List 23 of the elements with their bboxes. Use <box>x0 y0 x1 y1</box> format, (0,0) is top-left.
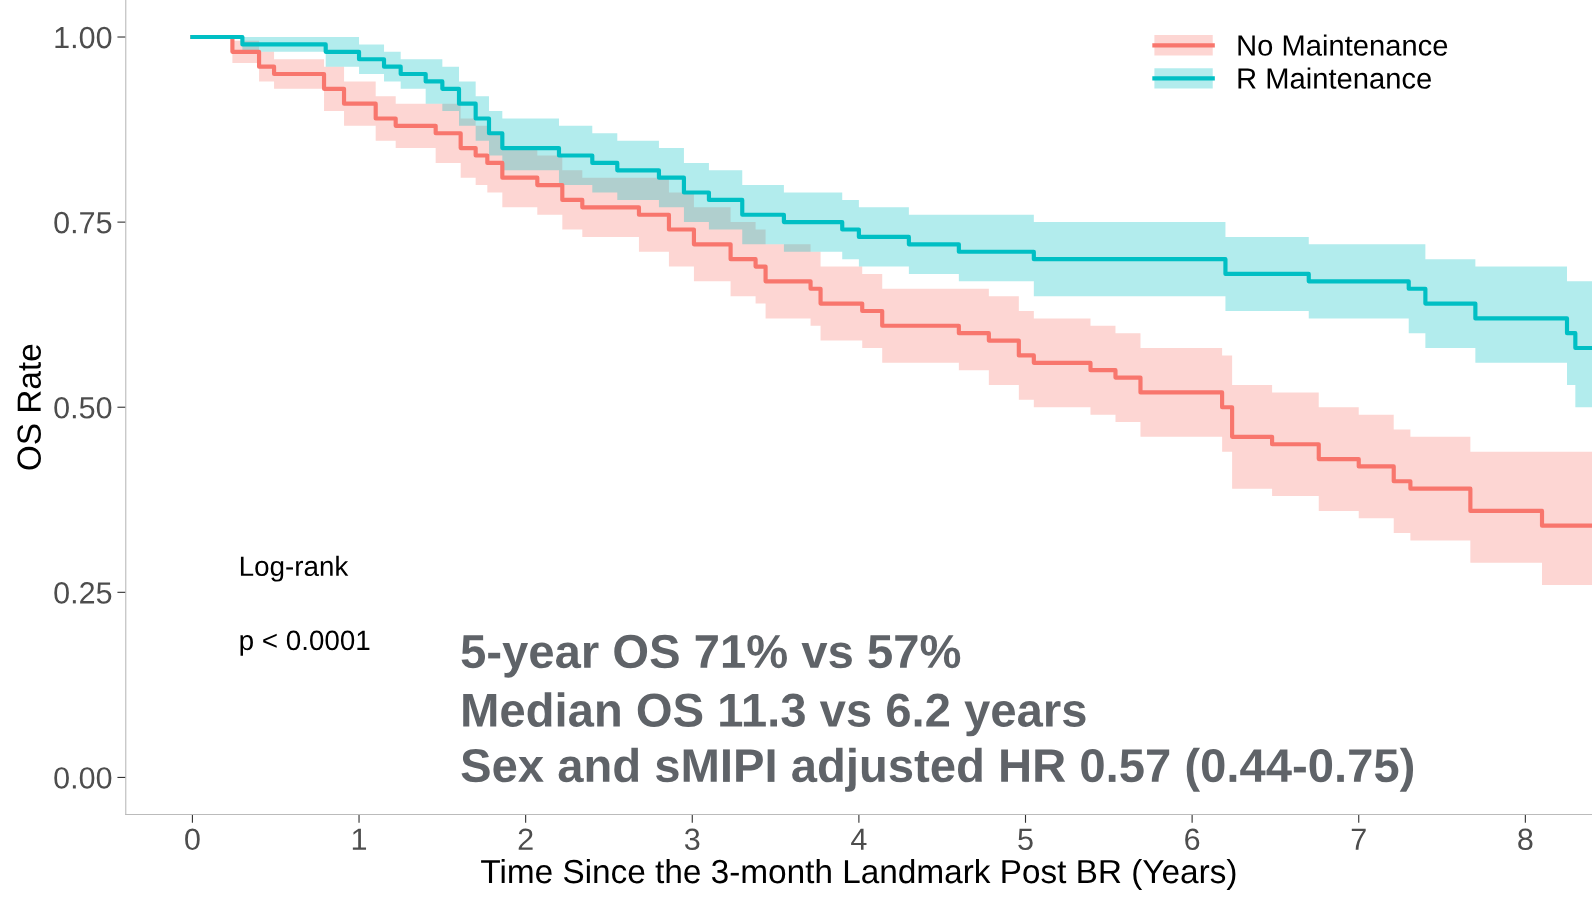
x-tick-label: 4 <box>851 828 867 850</box>
x-tick-label: 1 <box>352 828 367 850</box>
x-tick-label: 0 <box>185 828 200 851</box>
legend-label: R Maintenance <box>1238 67 1431 89</box>
legend-label: No Maintenance <box>1238 34 1448 56</box>
x-tick-label: 3 <box>684 828 700 851</box>
annotation: Sex and sMIPI adjusted HR 0.57 (0.44-0.75) <box>461 747 1414 792</box>
x-tick-label: 8 <box>1518 828 1533 851</box>
x-tick-label: 7 <box>1351 828 1366 850</box>
y-axis-title: OS Rate <box>17 344 41 470</box>
y-tick-label: 0.75 <box>54 211 112 234</box>
annotation: 5-year OS 71% vs 57% <box>461 634 961 678</box>
y-tick-label: 0.00 <box>54 767 112 789</box>
y-tick-label: 0.50 <box>54 396 112 419</box>
annotation: p < 0.0001 <box>240 630 370 656</box>
annotation: Median OS 11.3 vs 6.2 years <box>463 692 1086 737</box>
y-tick-label: 1.00 <box>55 26 112 49</box>
x-axis-title: Time Since the 3-month Landmark Post BR (Years) <box>481 858 1236 890</box>
x-tick-label: 2 <box>518 828 533 850</box>
y-tick-label: 0.25 <box>54 582 112 604</box>
x-tick-label: 5 <box>1018 828 1033 851</box>
x-tick-label: 6 <box>1185 828 1200 851</box>
annotation: Log-rank <box>240 555 349 582</box>
